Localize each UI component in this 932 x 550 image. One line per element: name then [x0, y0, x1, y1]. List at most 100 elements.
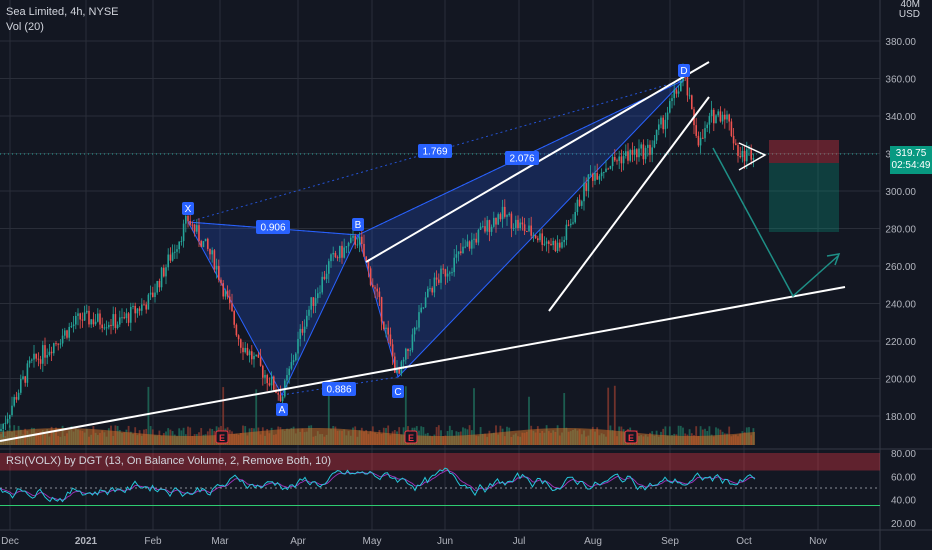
price-tick-label: 240.00 [885, 300, 916, 311]
pattern-point-label: X [185, 204, 192, 215]
rsi-tick-label: 20.00 [891, 519, 916, 530]
candle-body [200, 241, 202, 248]
candle-body [0, 428, 2, 431]
time-tick-label: May [363, 536, 382, 547]
harmonic-pattern[interactable] [187, 79, 685, 397]
candle-body [449, 272, 451, 274]
candle-body [521, 222, 524, 225]
candle-body [735, 143, 737, 146]
candle-body [297, 338, 299, 354]
candle-body [444, 269, 447, 277]
candle-body [721, 114, 724, 122]
candle-body [526, 231, 528, 233]
candle-body [581, 201, 583, 206]
candle-body [671, 98, 673, 102]
time-tick-label: Aug [584, 536, 602, 547]
candle-body [64, 330, 66, 336]
pattern-ratio-box [418, 144, 452, 158]
volume-bar [473, 388, 475, 445]
take-profit-zone[interactable] [769, 163, 839, 232]
candle-body [187, 215, 189, 222]
candle-body [554, 240, 557, 252]
candle-body [561, 242, 563, 248]
candle-body [358, 236, 361, 245]
candle-body [4, 422, 7, 424]
candle-body [600, 172, 603, 177]
candle-body [633, 149, 636, 155]
currency-label[interactable]: 40M USD [899, 0, 920, 20]
candle-body [352, 235, 354, 238]
candle-body [508, 213, 510, 216]
candle-body [537, 238, 539, 241]
candle-body [473, 238, 475, 240]
pattern-ratio-label: 2.076 [509, 154, 534, 165]
candle-body [9, 415, 11, 419]
candle-body [649, 144, 651, 155]
candle-body [22, 376, 24, 380]
candle-body [732, 135, 735, 144]
candle-body [407, 348, 409, 352]
pattern-xab [187, 221, 359, 397]
candle-body [347, 242, 350, 247]
candle-body [303, 326, 306, 333]
candle-body [244, 347, 246, 353]
volume-bar [563, 393, 566, 445]
candle-body [222, 283, 224, 297]
candle-body [453, 257, 455, 273]
currency-top: 40M [900, 0, 920, 10]
candle-body [72, 324, 75, 327]
candle-body [455, 254, 458, 258]
candle-body [680, 81, 682, 92]
candle-body [380, 297, 383, 322]
candle-body [182, 223, 185, 242]
candle-body [317, 293, 319, 299]
candle-body [710, 109, 713, 117]
candle-body [264, 374, 266, 378]
candle-body [724, 114, 726, 120]
pattern-point-b [352, 218, 364, 231]
candle-body [136, 308, 139, 314]
candle-body [165, 267, 167, 277]
candle-body [319, 292, 321, 294]
candle-body [83, 312, 86, 321]
candle-body [532, 235, 535, 237]
candle-body [587, 174, 590, 191]
candle-body [97, 313, 99, 322]
candle-body [92, 319, 95, 325]
time-tick-label: Jun [437, 536, 453, 547]
candle-body [528, 225, 530, 232]
candle-body [431, 288, 433, 293]
candle-body [198, 225, 200, 242]
candle-body [387, 327, 389, 335]
time-tick-label: Jul [513, 536, 526, 547]
candle-body [110, 324, 112, 326]
volume-bar [437, 425, 440, 445]
candle-body [501, 206, 504, 220]
candle-body [152, 292, 154, 298]
candle-body [746, 149, 748, 162]
candle-body [664, 119, 667, 130]
volume-bar [677, 425, 680, 445]
candle-body [640, 144, 642, 149]
candle-body [647, 144, 649, 148]
volume-bar [404, 386, 407, 445]
candle-body [433, 277, 436, 293]
candle-body [660, 117, 662, 125]
candle-body [308, 309, 310, 316]
earnings-marker-2-label: E [408, 433, 414, 443]
candle-body [541, 233, 543, 245]
candle-body [534, 235, 537, 239]
candle-body [559, 242, 561, 248]
candle-body [468, 241, 471, 249]
candle-body [350, 237, 352, 243]
candle-body [596, 173, 598, 180]
candle-body [356, 244, 359, 246]
volume-bar [147, 386, 150, 445]
candle-body [262, 365, 264, 378]
candle-body [625, 151, 627, 157]
stop-loss-zone[interactable] [769, 140, 839, 163]
candle-body [662, 117, 664, 130]
price-tick-label: 340.00 [885, 112, 916, 123]
pattern-point-x [182, 202, 194, 215]
